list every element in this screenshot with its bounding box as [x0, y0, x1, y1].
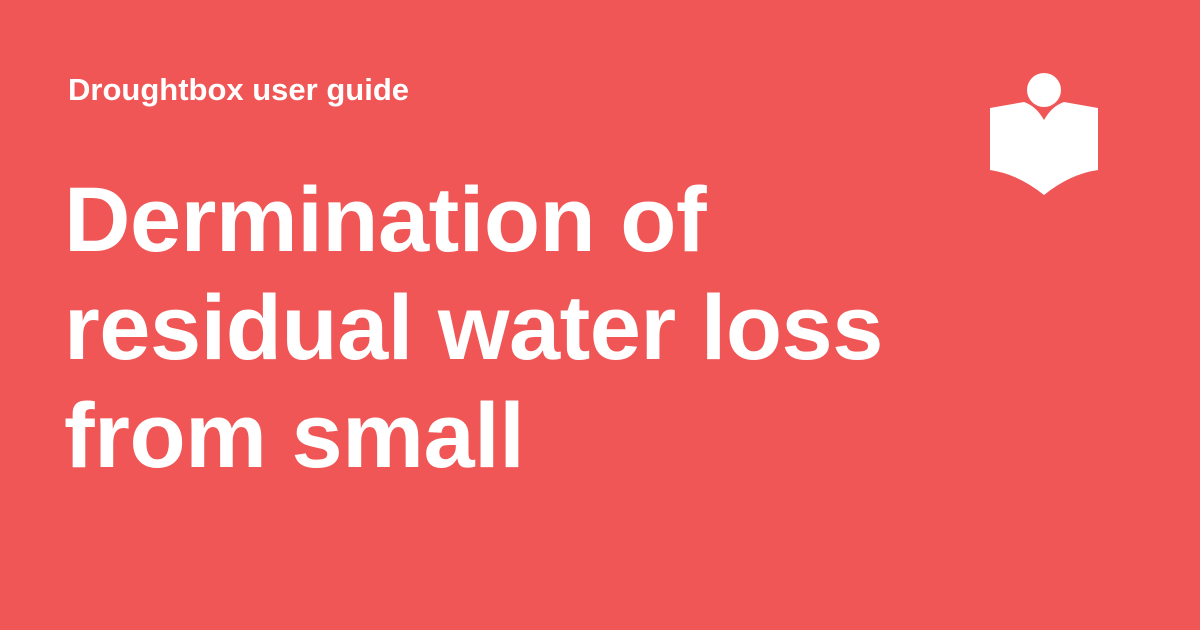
site-name: Droughtbox user guide — [68, 72, 409, 107]
reader-book-icon — [986, 68, 1102, 200]
title-line-1: Dermination of — [64, 169, 707, 271]
title-line-3: from small — [64, 385, 525, 487]
title-line-2: residual water loss — [64, 277, 883, 379]
page-title: Dermination of residual water loss from … — [64, 166, 944, 490]
